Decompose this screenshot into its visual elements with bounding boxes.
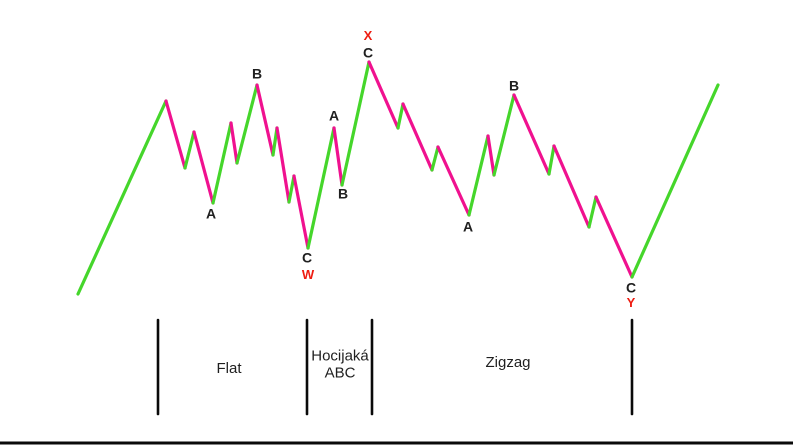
wave-segment-down — [594, 195, 634, 279]
wave-point-label-a: A — [462, 218, 474, 235]
section-label-line: Flat — [216, 359, 242, 377]
wave-point-label-b: B — [337, 185, 349, 202]
wave-point-label-a: A — [205, 205, 217, 222]
wave-segment-up — [287, 174, 296, 204]
wave-point-label-b: B — [508, 77, 520, 94]
wave-point-label-b: B — [251, 65, 263, 82]
wave-segment-up — [547, 144, 556, 176]
wave-segment-up — [183, 130, 196, 170]
section-label-line: Zigzag — [485, 353, 531, 371]
wave-point-label-c: C — [362, 44, 374, 61]
wave-segment-down — [436, 145, 471, 217]
wave-point-label-y: Y — [626, 294, 636, 310]
section-label-flat: Flat — [216, 359, 242, 378]
wave-segment-down — [292, 174, 310, 250]
wave-segment-down — [229, 121, 239, 165]
wave-segment-up — [492, 93, 516, 177]
wave-point-label-c: C — [625, 279, 637, 296]
wave-segment-down — [486, 134, 496, 177]
wave-segment-up — [340, 60, 371, 187]
wave-segment-down — [401, 102, 434, 172]
section-label-hocijaka: Hocijaká ABC — [311, 347, 369, 382]
wave-segment-down — [512, 93, 551, 176]
wave-segment-down — [164, 99, 187, 170]
wave-segment-down — [275, 126, 291, 204]
wave-segment-up — [76, 99, 168, 296]
wave-segment-up — [430, 145, 440, 172]
wave-segment-down — [255, 83, 275, 157]
wave-point-label-x: X — [363, 27, 373, 43]
wave-point-label-c: C — [301, 249, 313, 266]
wave-segment-up — [211, 121, 233, 205]
wave-segment-up — [235, 83, 259, 165]
wave-segment-down — [332, 126, 344, 187]
wave-segment-up — [396, 102, 405, 130]
wave-segment-down — [192, 130, 215, 205]
section-label-zigzag: Zigzag — [485, 353, 531, 372]
wave-segment-up — [630, 83, 720, 279]
section-label-line: Hocijaká — [311, 347, 369, 365]
wave-segment-down — [367, 60, 400, 130]
wave-point-label-w: W — [301, 266, 315, 282]
wave-segment-up — [587, 195, 598, 229]
wave-segment-up — [467, 134, 490, 217]
wave-point-label-a: A — [328, 107, 340, 124]
wave-segment-down — [552, 144, 591, 229]
wave-segment-up — [306, 126, 336, 250]
section-label-line: ABC — [324, 364, 356, 381]
